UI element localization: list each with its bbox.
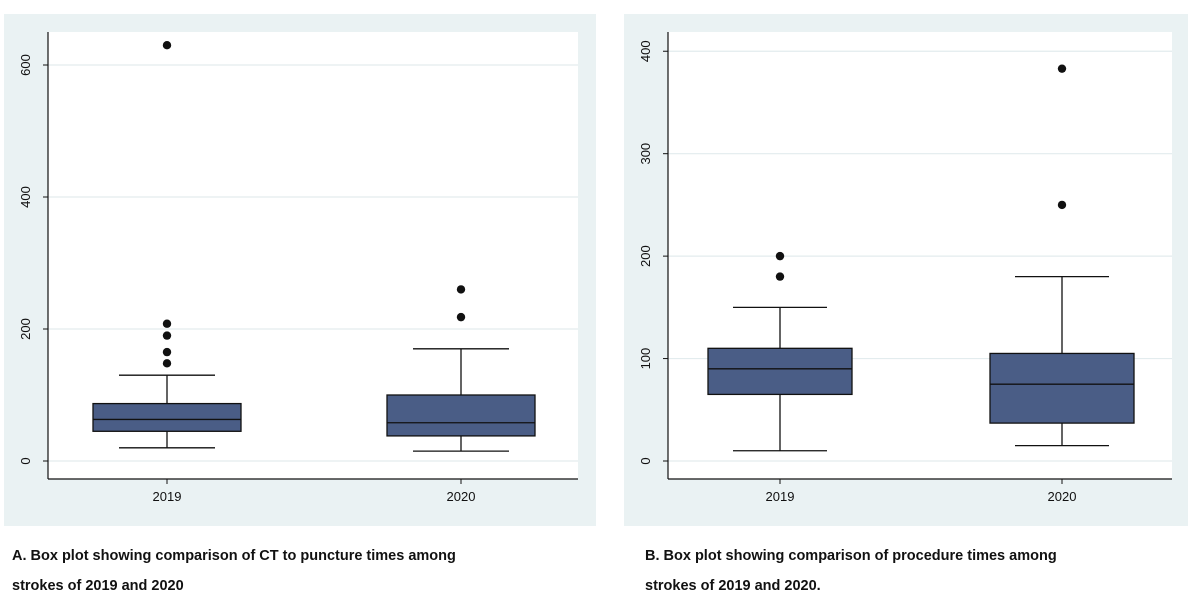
chart-a-2020-box [386, 394, 536, 437]
chart-b-2020-outlier-0 [1057, 200, 1067, 210]
chart-b-2020-xtick-label: 2020 [1048, 489, 1077, 504]
chart-b-ytick-label-100: 100 [638, 348, 653, 370]
chart-b-ytick-label-0: 0 [638, 457, 653, 464]
chart-a-svg: 0 200 400 600 2019 2020 [4, 14, 596, 526]
chart-panel-b: 0 100 200 300 400 2019 2020 [624, 14, 1188, 526]
caption-a: A. Box plot showing comparison of CT to … [12, 541, 572, 601]
chart-a-2020-xtick-label: 2020 [447, 489, 476, 504]
chart-a-2019-box [92, 402, 242, 432]
chart-b-ytick-label-400: 400 [638, 40, 653, 62]
caption-b: B. Box plot showing comparison of proced… [645, 541, 1185, 601]
chart-b-2019-xtick-label: 2019 [766, 489, 795, 504]
chart-a-2019-xtick-label: 2019 [153, 489, 182, 504]
chart-a-ytick-label-200: 200 [18, 318, 33, 340]
caption-a-line1: A. Box plot showing comparison of CT to … [12, 548, 456, 564]
chart-a-2019-outlier-2 [162, 331, 172, 340]
chart-a-2019-outlier-4 [162, 41, 172, 50]
chart-a-ytick-label-0: 0 [18, 457, 33, 464]
chart-b-ytick-label-200: 200 [638, 245, 653, 267]
chart-b-2019-outlier-1 [775, 251, 785, 261]
chart-b-2019-box [707, 347, 853, 396]
chart-b-svg: 0 100 200 300 400 2019 2020 [624, 14, 1188, 526]
chart-a-2020-outlier-1 [456, 285, 466, 294]
chart-a-ytick-label-400: 400 [18, 186, 33, 208]
caption-b-line1: B. Box plot showing comparison of proced… [645, 548, 1057, 564]
chart-b-2020-box [989, 352, 1135, 424]
chart-b-ytick-label-300: 300 [638, 143, 653, 165]
chart-a-2019-outlier-0 [162, 359, 172, 368]
caption-a-line2: strokes of 2019 and 2020 [12, 578, 184, 594]
chart-a-2019-outlier-1 [162, 347, 172, 357]
caption-b-line2: strokes of 2019 and 2020. [645, 578, 821, 594]
chart-a-ytick-label-600: 600 [18, 54, 33, 76]
chart-b-2020-outlier-1 [1057, 64, 1067, 73]
chart-a-2020-outlier-0 [456, 312, 466, 322]
chart-b-2019-outlier-0 [775, 272, 785, 281]
chart-a-2019-outlier-3 [162, 319, 172, 328]
chart-panel-a: 0 200 400 600 2019 2020 [4, 14, 596, 526]
